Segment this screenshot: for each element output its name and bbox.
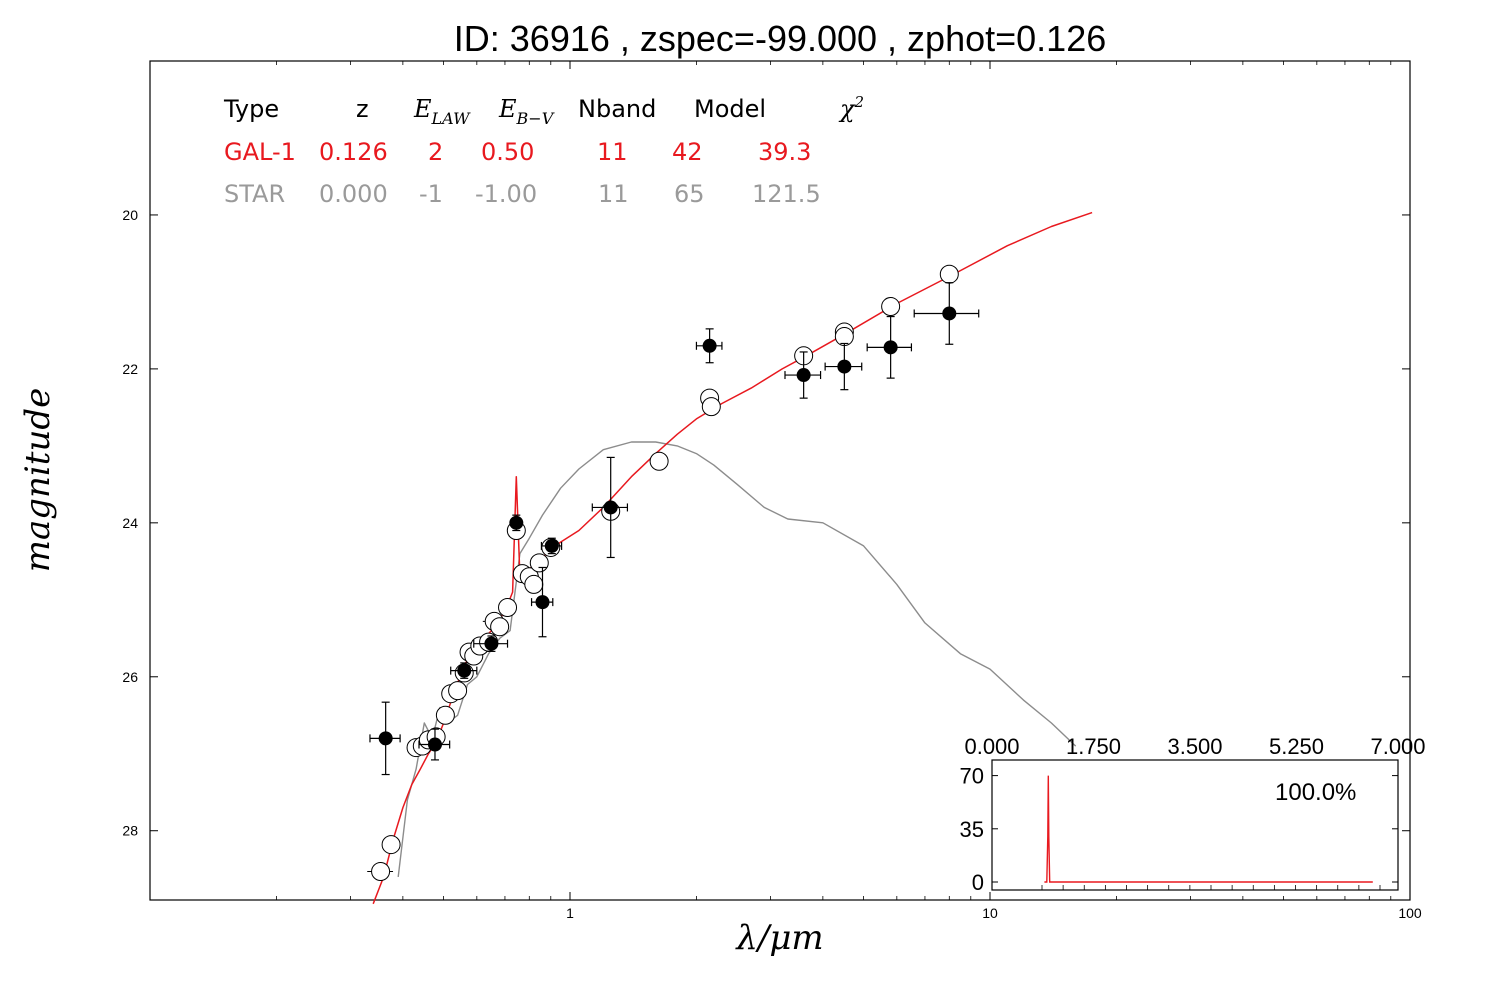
row-gal-nband: 11 xyxy=(597,138,628,166)
inset-y-tick-label: 70 xyxy=(960,764,984,789)
model-flux-point xyxy=(529,553,549,573)
x-tick-label: 100 xyxy=(1398,905,1422,921)
row-star-model: 65 xyxy=(674,180,705,208)
observed-point xyxy=(457,663,472,678)
row-gal-model: 42 xyxy=(672,138,703,166)
row-star-label: STAR xyxy=(224,180,285,208)
model-flux-point xyxy=(701,397,721,417)
table-header-z: z xyxy=(356,95,369,123)
observed-point xyxy=(702,338,717,353)
row-star-elaw: -1 xyxy=(419,180,443,208)
model-flux-point xyxy=(435,705,455,725)
table-row-star: STAR 0.000 -1 -1.00 11 65 121.5 xyxy=(224,180,821,208)
model-flux-point xyxy=(649,451,669,471)
model-flux-point xyxy=(524,574,544,594)
observed-point xyxy=(544,538,559,553)
model-flux-point xyxy=(498,598,518,618)
table-header-chi2: χ2 xyxy=(838,93,864,123)
observed-points xyxy=(369,282,980,776)
row-star-nband: 11 xyxy=(598,180,629,208)
model-flux-point xyxy=(939,264,959,284)
model-flux-point xyxy=(834,327,854,347)
star-sed-line xyxy=(397,441,1077,877)
model-flux-point xyxy=(490,617,510,637)
inset-percent: 100.0% xyxy=(1275,779,1356,806)
inset-x-tick-label: 7.000 xyxy=(1370,734,1425,759)
y-tick-label: 26 xyxy=(122,669,138,685)
inset-x-tick-label: 1.750 xyxy=(1066,734,1121,759)
inset-y-tick-label: 0 xyxy=(972,870,984,895)
observed-point xyxy=(796,368,811,383)
inset-y-tick-label: 35 xyxy=(960,817,984,842)
row-star-z: 0.000 xyxy=(319,180,388,208)
row-star-ebv: -1.00 xyxy=(475,180,537,208)
observed-point xyxy=(535,595,550,610)
inset-pdf-curve xyxy=(1044,775,1373,883)
y-tick-label: 24 xyxy=(122,515,138,531)
sed-lines xyxy=(372,211,1093,905)
chart-title: ID: 36916 , zspec=-99.000 , zphot=0.126 xyxy=(453,18,1107,59)
table-header-type: Type xyxy=(223,95,279,123)
observed-point xyxy=(427,737,442,752)
observed-point xyxy=(837,359,852,374)
row-gal-ebv: 0.50 xyxy=(481,138,534,166)
observed-point xyxy=(484,636,499,651)
inset-axis-ticks: 0.000 1.750 3.500 5.250 7.000 0 35 70 xyxy=(960,734,1426,895)
table-header-model: Model xyxy=(694,95,766,123)
plot-frame xyxy=(149,60,1411,901)
inset-background xyxy=(991,759,1399,891)
row-gal-label: GAL-1 xyxy=(224,138,296,166)
observed-point xyxy=(378,731,393,746)
y-tick-label: 22 xyxy=(122,361,138,377)
redshift-pdf-inset: 0.000 1.750 3.500 5.250 7.000 0 35 70 100.0% xyxy=(960,734,1426,895)
observed-point xyxy=(942,306,957,321)
x-axis-label: λ/μm xyxy=(736,918,824,958)
observed-point xyxy=(509,515,524,530)
x-tick-label: 10 xyxy=(982,905,998,921)
observed-point xyxy=(603,500,618,515)
model-flux-point xyxy=(881,297,901,317)
table-header-elaw: ELAW xyxy=(413,95,471,128)
x-tick-label: 1 xyxy=(566,905,574,921)
row-gal-elaw: 2 xyxy=(428,138,443,166)
model-flux-point xyxy=(381,835,401,855)
model-flux-point xyxy=(371,862,391,882)
table-header-ebv: EB−V xyxy=(498,95,555,128)
galaxy-sed-line xyxy=(372,211,1093,905)
model-points xyxy=(367,264,959,882)
y-tick-label: 28 xyxy=(122,823,138,839)
y-tick-label: 20 xyxy=(122,207,138,223)
inset-x-tick-label: 0.000 xyxy=(964,734,1019,759)
fit-table: Type z ELAW EB−V Nband Model χ2 GAL-1 0.… xyxy=(223,93,864,208)
inset-x-tick-label: 5.250 xyxy=(1269,734,1324,759)
table-header-nband: Nband xyxy=(578,95,656,123)
table-row-gal: GAL-1 0.126 2 0.50 11 42 39.3 xyxy=(224,138,811,166)
observed-point xyxy=(883,340,898,355)
row-star-chi2: 121.5 xyxy=(752,180,821,208)
row-gal-chi2: 39.3 xyxy=(758,138,811,166)
inset-x-tick-label: 3.500 xyxy=(1167,734,1222,759)
model-flux-point xyxy=(448,681,468,701)
row-gal-z: 0.126 xyxy=(319,138,388,166)
inset-pdf-line xyxy=(1044,775,1373,883)
